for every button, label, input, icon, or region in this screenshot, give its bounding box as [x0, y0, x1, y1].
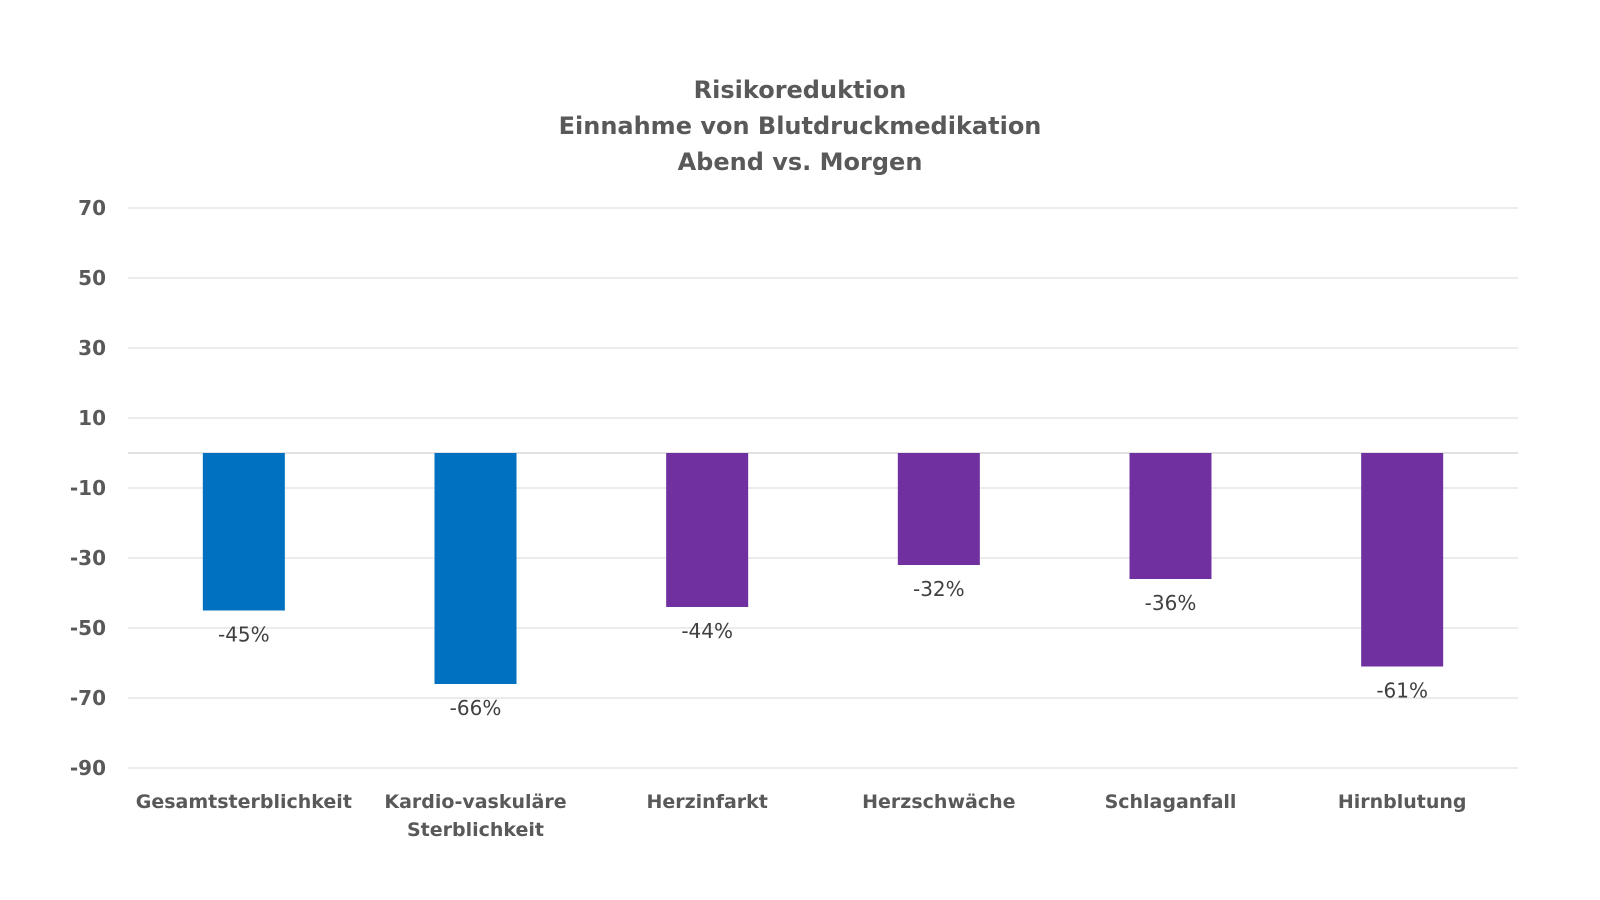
y-tick-label: -90: [70, 756, 106, 780]
data-label: -61%: [1376, 679, 1428, 703]
y-tick-label: 10: [78, 406, 106, 430]
bar: [1129, 453, 1212, 579]
y-tick-label: -30: [70, 546, 106, 570]
chart-title-line-2: Einnahme von Blutdruckmedikation: [558, 112, 1042, 140]
category-label: Herzschwäche: [862, 791, 1015, 813]
bar: [202, 453, 285, 611]
category-label: Sterblichkeit: [407, 819, 544, 841]
bar: [434, 453, 517, 684]
category-label: Hirnblutung: [1338, 791, 1467, 813]
data-label: -36%: [1145, 591, 1197, 615]
y-tick-label: 50: [78, 266, 106, 290]
data-label: -44%: [681, 619, 733, 643]
y-tick-label: 30: [78, 336, 106, 360]
bar: [666, 453, 749, 607]
data-label: -66%: [450, 696, 502, 720]
y-tick-label: -10: [70, 476, 106, 500]
category-label: Kardio-vaskuläre: [384, 791, 566, 813]
chart-title-line-3: Abend vs. Morgen: [677, 148, 923, 176]
bar: [897, 453, 980, 565]
bar: [1361, 453, 1444, 667]
y-tick-label: -70: [70, 686, 106, 710]
data-label: -32%: [913, 577, 965, 601]
category-label: Gesamtsterblichkeit: [136, 791, 352, 813]
category-label: Schlaganfall: [1105, 791, 1237, 813]
y-tick-label: 70: [78, 196, 106, 220]
y-tick-label: -50: [70, 616, 106, 640]
data-label: -45%: [218, 623, 270, 647]
chart-title: Risikoreduktion Einnahme von Blutdruckme…: [0, 72, 1600, 180]
chart-title-line-1: Risikoreduktion: [693, 76, 907, 104]
category-label: Herzinfarkt: [646, 791, 767, 813]
